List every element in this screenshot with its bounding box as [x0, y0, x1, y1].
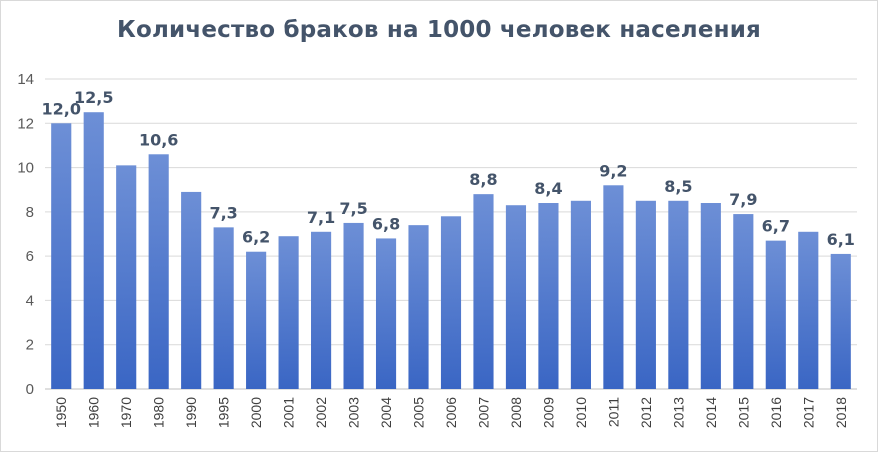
y-tick-label: 14	[17, 71, 34, 88]
x-tick-label: 1990	[183, 397, 199, 428]
y-tick-label: 10	[17, 160, 34, 177]
bar-2011	[603, 185, 624, 389]
x-tick-label: 2009	[540, 397, 556, 428]
y-tick-label: 8	[26, 204, 34, 221]
bar-2002	[311, 231, 332, 389]
bar-2013	[668, 200, 689, 389]
x-tick-label: 2016	[768, 397, 784, 428]
x-tick-label: 2011	[605, 397, 621, 427]
x-tick-label: 2014	[703, 397, 719, 428]
y-tick-label: 12	[17, 115, 34, 132]
x-tick-label: 1950	[53, 397, 69, 428]
bar-1980	[148, 154, 169, 389]
x-tick-label: 2002	[313, 397, 329, 428]
bar-2010	[570, 200, 591, 389]
bar-2004	[375, 238, 397, 389]
chart-title: Количество браков на 1000 человек населе…	[116, 17, 761, 43]
bar-2016	[765, 240, 786, 389]
bar-2012	[635, 200, 656, 389]
y-tick-label: 2	[26, 337, 34, 354]
x-tick-label: 2010	[573, 397, 589, 428]
bar-2015	[733, 214, 754, 389]
data-label-1995: 7,3	[209, 203, 237, 222]
data-label-2000: 6,2	[242, 228, 270, 247]
data-labels: 12,012,5 10,6 7,3 6,2 7,1 7,5 6,8 8,8 8,4 9,2 8,5 7…	[41, 88, 854, 249]
x-tick-label: 2001	[281, 397, 297, 428]
bar-2008	[505, 205, 527, 389]
x-tick-label: 2013	[670, 397, 686, 428]
bar-2005	[408, 225, 429, 389]
x-tick-label: 2012	[638, 397, 654, 428]
bar-2006	[440, 216, 462, 389]
x-axis: 1950 1960 1970 1980 1990 1995 2000 2001 2002 2003…	[53, 397, 849, 428]
data-label-1980: 10,6	[139, 130, 178, 149]
bar-2017	[798, 231, 819, 389]
data-label-1950: 12,0	[41, 99, 80, 118]
bar-2014	[700, 203, 721, 389]
bar-2009	[538, 203, 559, 389]
y-tick-label: 6	[26, 248, 34, 265]
bar-2018	[830, 253, 851, 389]
data-label-2003: 7,5	[339, 199, 367, 218]
data-label-2013: 8,5	[664, 177, 692, 196]
data-label-2009: 8,4	[534, 179, 562, 198]
x-tick-label: 2006	[443, 397, 459, 428]
x-tick-label: 2003	[346, 397, 362, 428]
x-tick-label: 2000	[248, 397, 264, 428]
x-tick-label: 2008	[508, 397, 524, 428]
bar-1950	[51, 123, 72, 390]
x-tick-label: 2007	[475, 397, 491, 428]
data-label-2015: 7,9	[729, 190, 757, 209]
bar-2000	[246, 251, 267, 389]
data-label-1960: 12,5	[74, 88, 113, 107]
x-tick-label: 1995	[216, 397, 232, 428]
bar-2001	[278, 236, 299, 389]
x-tick-label: 2004	[378, 397, 394, 428]
data-label-2016: 6,7	[762, 217, 790, 236]
bar-1970	[116, 165, 137, 389]
x-tick-label: 1980	[151, 397, 167, 428]
x-tick-label: 2018	[833, 397, 849, 428]
data-label-2018: 6,1	[827, 230, 855, 249]
x-tick-label: 2005	[411, 397, 427, 428]
data-label-2004: 6,8	[372, 214, 400, 233]
x-tick-label: 2015	[735, 397, 751, 428]
y-tick-label: 0	[26, 381, 34, 398]
data-label-2002: 7,1	[307, 208, 335, 227]
x-tick-label: 1970	[118, 397, 134, 428]
bar-1960	[83, 112, 104, 389]
bar-1995	[213, 227, 234, 389]
bars	[51, 112, 851, 390]
bar-2007	[473, 194, 494, 389]
x-tick-label: 1960	[86, 397, 102, 428]
data-label-2011: 9,2	[599, 161, 627, 180]
y-axis: 0 2 4 6 8 10 12 14	[17, 71, 34, 398]
x-tick-label: 2017	[800, 397, 816, 428]
bar-1990	[181, 191, 202, 389]
y-tick-label: 4	[26, 292, 34, 309]
data-label-2007: 8,8	[469, 170, 497, 189]
bar-2003	[343, 222, 364, 389]
